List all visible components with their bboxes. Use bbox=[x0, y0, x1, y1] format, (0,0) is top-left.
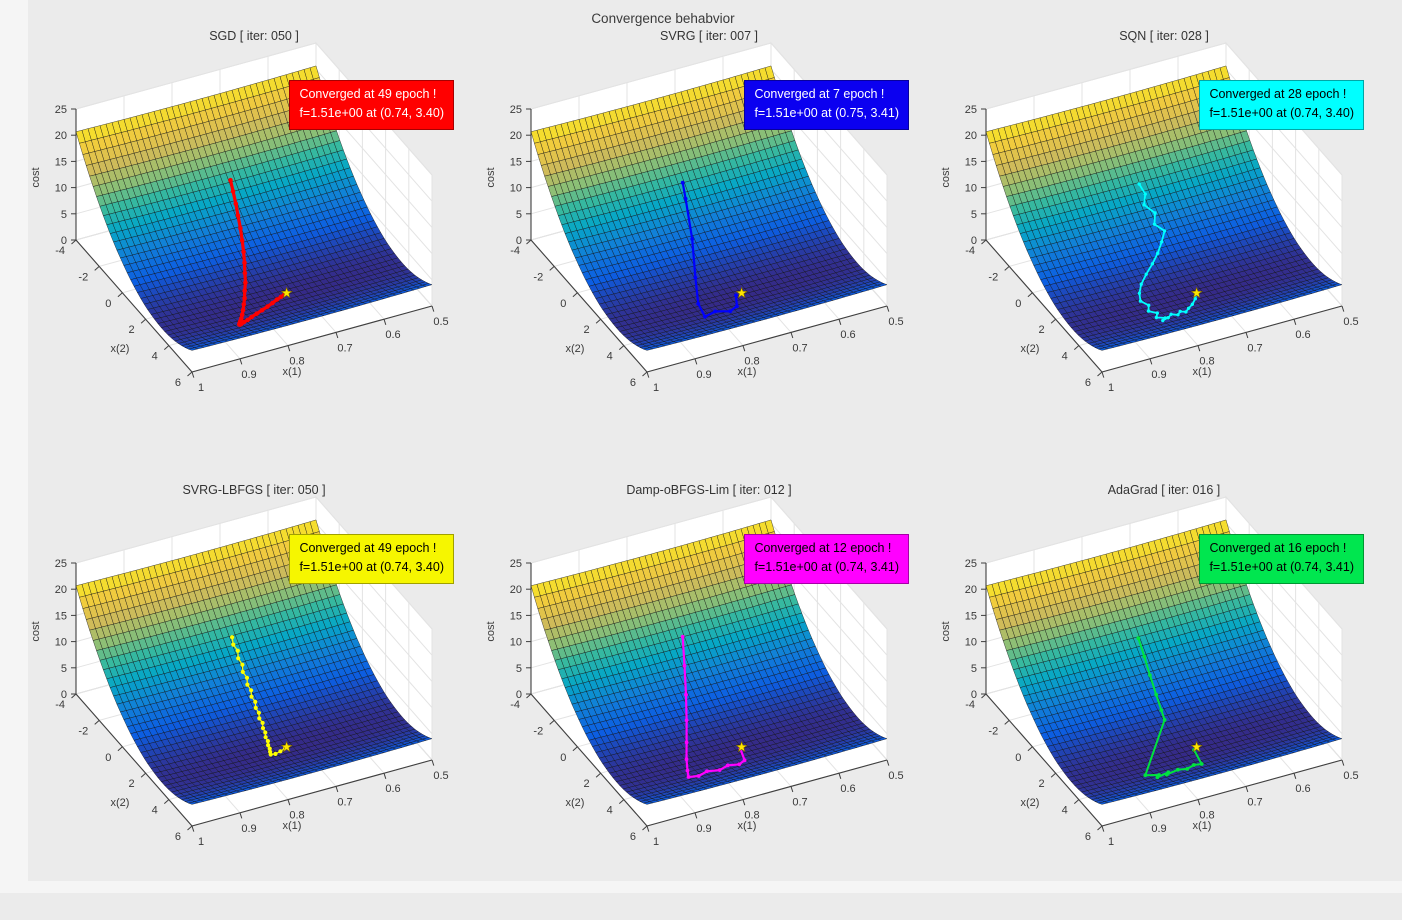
svg-text:0.6: 0.6 bbox=[385, 329, 400, 341]
svg-text:0.7: 0.7 bbox=[337, 342, 352, 354]
annotation-line-2: f=1.51e+00 at (0.75, 3.41) bbox=[754, 104, 899, 123]
svg-text:0: 0 bbox=[560, 298, 566, 310]
svg-text:20: 20 bbox=[510, 130, 522, 142]
svg-text:2: 2 bbox=[1038, 324, 1044, 336]
svg-text:6: 6 bbox=[175, 377, 181, 389]
annotation-line-2: f=1.51e+00 at (0.74, 3.40) bbox=[299, 558, 444, 577]
annotation-line-1: Converged at 16 epoch ! bbox=[1209, 539, 1354, 558]
svg-text:0: 0 bbox=[105, 298, 111, 310]
svg-text:x(2): x(2) bbox=[111, 343, 130, 355]
svg-text:0.7: 0.7 bbox=[792, 342, 807, 354]
svg-text:0.6: 0.6 bbox=[1295, 329, 1310, 341]
svg-text:0.6: 0.6 bbox=[840, 329, 855, 341]
convergence-annotation: Converged at 12 epoch ! f=1.51e+00 at (0… bbox=[744, 534, 909, 584]
svg-text:0.9: 0.9 bbox=[696, 369, 711, 381]
svg-text:2: 2 bbox=[128, 324, 134, 336]
svg-text:5: 5 bbox=[516, 209, 522, 221]
annotation-line-2: f=1.51e+00 at (0.74, 3.40) bbox=[1209, 104, 1354, 123]
svg-text:1: 1 bbox=[1108, 382, 1114, 394]
svg-text:x(1): x(1) bbox=[738, 366, 757, 378]
svg-text:15: 15 bbox=[510, 156, 522, 168]
svg-text:4: 4 bbox=[152, 351, 158, 363]
svg-text:5: 5 bbox=[61, 209, 67, 221]
annotation-line-1: Converged at 28 epoch ! bbox=[1209, 85, 1354, 104]
svg-text:4: 4 bbox=[1062, 351, 1068, 363]
svg-text:25: 25 bbox=[965, 104, 977, 116]
annotation-line-1: Converged at 49 epoch ! bbox=[299, 85, 444, 104]
svg-text:-2: -2 bbox=[533, 271, 543, 283]
svg-text:x(2): x(2) bbox=[1021, 343, 1040, 355]
convergence-annotation: Converged at 28 epoch ! f=1.51e+00 at (0… bbox=[1199, 80, 1364, 130]
svg-text:1: 1 bbox=[198, 382, 204, 394]
svg-text:6: 6 bbox=[630, 377, 636, 389]
svg-text:x(1): x(1) bbox=[1193, 366, 1212, 378]
svg-text:4: 4 bbox=[607, 351, 613, 363]
svg-text:cost: cost bbox=[30, 167, 42, 187]
svg-text:20: 20 bbox=[55, 130, 67, 142]
svg-text:25: 25 bbox=[55, 104, 67, 116]
annotation-line-1: Converged at 12 epoch ! bbox=[754, 539, 899, 558]
convergence-annotation: Converged at 7 epoch ! f=1.51e+00 at (0.… bbox=[744, 80, 909, 130]
svg-text:0.7: 0.7 bbox=[1247, 342, 1262, 354]
annotation-line-1: Converged at 49 epoch ! bbox=[299, 539, 444, 558]
svg-text:0: 0 bbox=[1015, 298, 1021, 310]
svg-text:15: 15 bbox=[965, 156, 977, 168]
svg-text:-4: -4 bbox=[965, 245, 975, 257]
svg-text:10: 10 bbox=[55, 183, 67, 195]
svg-text:0.5: 0.5 bbox=[433, 316, 448, 328]
svg-text:0.9: 0.9 bbox=[241, 369, 256, 381]
svg-text:cost: cost bbox=[485, 167, 497, 187]
svg-text:6: 6 bbox=[1085, 377, 1091, 389]
svg-text:5: 5 bbox=[971, 209, 977, 221]
convergence-annotation: Converged at 49 epoch ! f=1.51e+00 at (0… bbox=[289, 80, 454, 130]
svg-text:-4: -4 bbox=[510, 245, 520, 257]
svg-text:0.5: 0.5 bbox=[888, 316, 903, 328]
svg-text:2: 2 bbox=[583, 324, 589, 336]
svg-text:x(1): x(1) bbox=[283, 366, 302, 378]
convergence-annotation: Converged at 16 epoch ! f=1.51e+00 at (0… bbox=[1199, 534, 1364, 584]
svg-text:10: 10 bbox=[965, 183, 977, 195]
svg-text:x(2): x(2) bbox=[566, 343, 585, 355]
annotation-line-2: f=1.51e+00 at (0.74, 3.41) bbox=[754, 558, 899, 577]
svg-text:10: 10 bbox=[510, 183, 522, 195]
svg-text:0.9: 0.9 bbox=[1151, 369, 1166, 381]
svg-text:-2: -2 bbox=[78, 271, 88, 283]
svg-text:15: 15 bbox=[55, 156, 67, 168]
svg-text:1: 1 bbox=[653, 382, 659, 394]
annotation-line-2: f=1.51e+00 at (0.74, 3.41) bbox=[1209, 558, 1354, 577]
annotation-line-1: Converged at 7 epoch ! bbox=[754, 85, 899, 104]
svg-text:0.5: 0.5 bbox=[1343, 316, 1358, 328]
annotation-line-2: f=1.51e+00 at (0.74, 3.40) bbox=[299, 104, 444, 123]
convergence-annotation: Converged at 49 epoch ! f=1.51e+00 at (0… bbox=[289, 534, 454, 584]
svg-text:-4: -4 bbox=[55, 245, 65, 257]
svg-text:20: 20 bbox=[965, 130, 977, 142]
svg-text:25: 25 bbox=[510, 104, 522, 116]
svg-text:-2: -2 bbox=[988, 271, 998, 283]
svg-text:cost: cost bbox=[940, 167, 952, 187]
